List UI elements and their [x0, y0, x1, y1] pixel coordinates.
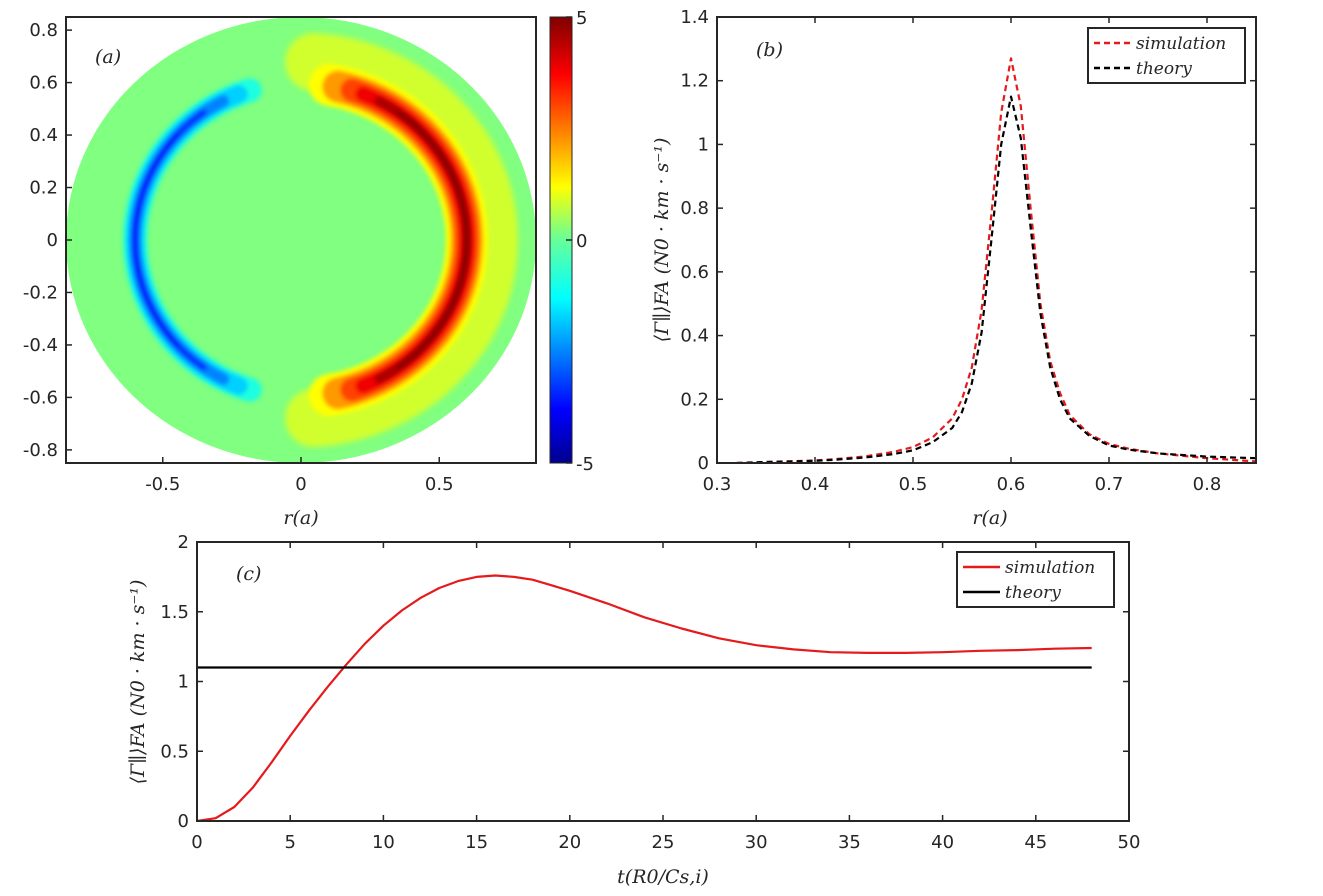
- y-tick-label-b: 0.8: [680, 198, 709, 219]
- y-axis-label-c: ⟨Γ∥⟩FA (N0 · km · s⁻¹): [127, 580, 149, 785]
- panel-a-heatmap: -0.5 0 0.5 0.8 0.6 0.4 0.2 0 -0.2 -0.4 -0.6 -0.8 (a…: [23, 8, 594, 529]
- x-tick-label-c: 10: [372, 832, 395, 853]
- legend-label-simulation-c: simulation: [1005, 558, 1095, 578]
- x-tick-label-a: 0: [295, 474, 306, 495]
- colorbar-tick-label: 5: [576, 8, 587, 29]
- positive-halo-band: [285, 33, 518, 447]
- x-tick-label-c: 25: [652, 832, 675, 853]
- y-tick-label-c: 1: [178, 672, 189, 693]
- series-lines-c: [197, 574, 1092, 821]
- positive-halo: [285, 33, 518, 447]
- positive-crescent-band: [396, 110, 469, 370]
- legend-box-c: [956, 551, 1115, 608]
- positive-crescent: [308, 63, 488, 417]
- y-tick-label-a: 0.2: [29, 178, 58, 199]
- colorbar-tick-label: 0: [576, 231, 587, 252]
- y-tick-label-b: 0.4: [680, 326, 709, 347]
- series-line-simulation-c: [197, 574, 1092, 821]
- x-tick-label-b: 0.7: [1095, 474, 1124, 495]
- x-axis-label-b: r(a): [972, 507, 1007, 529]
- y-tick-label-b: 0.6: [680, 262, 709, 283]
- legend-label-theory-c: theory: [1005, 583, 1061, 603]
- x-tick-label-c: 20: [558, 832, 581, 853]
- ticks-b: 0.3 0.4 0.5 0.6 0.7 0.8 0 0.2 0.4 0.6 0.8 1 1.2 1.4: [680, 7, 1256, 495]
- heatmap-field: [66, 17, 536, 463]
- x-tick-label-c: 35: [838, 832, 861, 853]
- x-axis-label-a: r(a): [283, 507, 318, 529]
- ticks-c: 0 5 10 15 20 25 30 35 40 45 50 0 0.5 1 1.5 2: [160, 532, 1140, 853]
- panel-b-line-chart: 0.3 0.4 0.5 0.6 0.7 0.8 0 0.2 0.4 0.6 0.8 1 1.2 1.4 (…: [651, 7, 1257, 529]
- legend-c: simulation theory: [956, 551, 1115, 608]
- panel-label-c: (c): [236, 563, 261, 585]
- x-tick-label-c: 45: [1024, 832, 1047, 853]
- x-tick-label-c: 50: [1118, 832, 1141, 853]
- y-tick-label-a: 0.4: [29, 125, 58, 146]
- panel-label-a: (a): [95, 46, 121, 68]
- x-tick-label-a: 0.5: [425, 474, 454, 495]
- x-tick-label-c: 5: [284, 832, 295, 853]
- y-tick-label-b: 1.2: [680, 71, 709, 92]
- colorbar-ticks: 5 0 -5: [566, 8, 594, 475]
- x-tick-label-b: 0.8: [1193, 474, 1222, 495]
- y-tick-label-a: 0.6: [29, 73, 58, 94]
- series-lines-b: [736, 57, 1256, 463]
- legend-label-simulation-b: simulation: [1136, 34, 1226, 54]
- y-tick-label-a: -0.6: [23, 387, 58, 408]
- y-tick-label-a: -0.8: [23, 440, 58, 461]
- series-line-theory-b: [736, 95, 1256, 463]
- x-tick-label-b: 0.3: [703, 474, 732, 495]
- y-tick-label-b: 0: [698, 453, 709, 474]
- x-tick-label-c: 40: [931, 832, 954, 853]
- x-axis-label-c: t(R0/Cs,i): [617, 866, 709, 888]
- y-tick-label-a: -0.4: [23, 335, 58, 356]
- axes-frame-b: [716, 16, 1257, 464]
- negative-crescent-band: [133, 133, 180, 347]
- x-tick-label-c: 30: [745, 832, 768, 853]
- x-tick-label-b: 0.6: [997, 474, 1026, 495]
- y-tick-label-c: 1.5: [160, 602, 189, 623]
- colorbar-tick-label: -5: [576, 454, 594, 475]
- y-tick-label-a: -0.2: [23, 282, 58, 303]
- y-tick-label-b: 1.4: [680, 7, 709, 28]
- y-tick-label-c: 0: [178, 811, 189, 832]
- y-tick-label-a: 0: [47, 230, 58, 251]
- plot-area-b: [717, 17, 1256, 463]
- y-tick-label-b: 1: [698, 134, 709, 155]
- y-tick-label-b: 0.2: [680, 389, 709, 410]
- y-tick-label-a: 0.8: [29, 20, 58, 41]
- legend-box-b: [1087, 27, 1246, 84]
- x-tick-label-a: -0.5: [145, 474, 180, 495]
- x-tick-label-c: 0: [191, 832, 202, 853]
- x-tick-label-b: 0.5: [899, 474, 928, 495]
- y-axis-label-b: ⟨Γ∥⟩FA (N0 · km · s⁻¹): [651, 138, 673, 343]
- y-tick-label-c: 2: [178, 532, 189, 553]
- ticks-a: -0.5 0 0.5 0.8 0.6 0.4 0.2 0 -0.2 -0.4 -0.6 -0.8: [23, 20, 454, 495]
- negative-crescent: [123, 78, 262, 402]
- legend-label-theory-b: theory: [1136, 59, 1192, 79]
- x-tick-label-c: 15: [465, 832, 488, 853]
- x-tick-label-b: 0.4: [801, 474, 830, 495]
- y-tick-label-c: 0.5: [160, 741, 189, 762]
- legend-b: simulation theory: [1087, 27, 1246, 84]
- panel-label-b: (b): [756, 39, 783, 61]
- panel-c-line-chart: 0 5 10 15 20 25 30 35 40 45 50 0 0.5 1 1.5 2 (c) t(R0/C…: [127, 532, 1140, 888]
